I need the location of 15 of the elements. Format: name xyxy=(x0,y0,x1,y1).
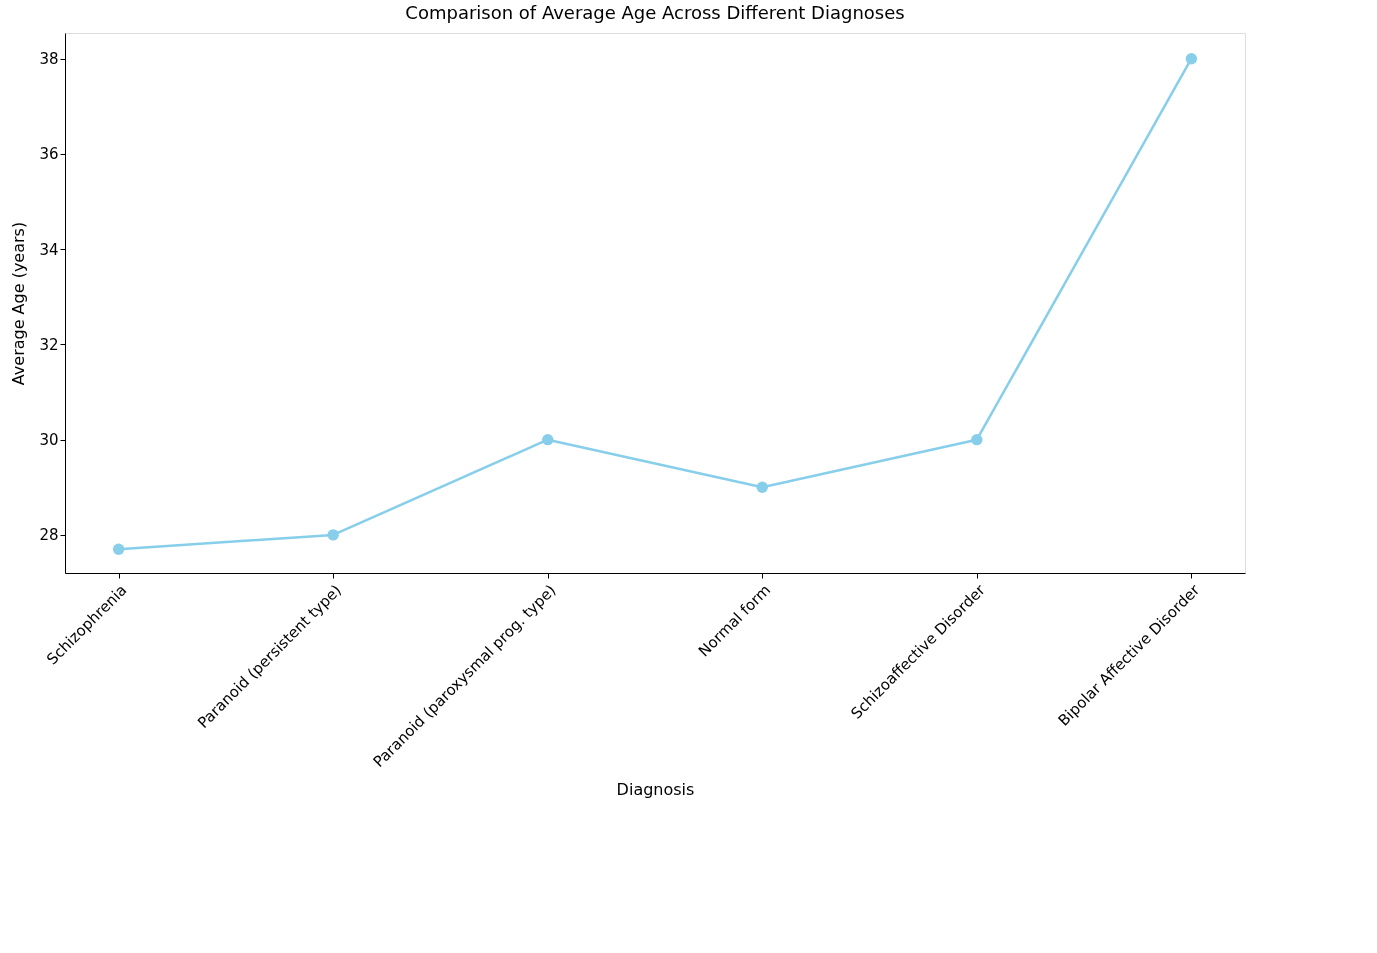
point xyxy=(112,543,125,555)
point xyxy=(1185,53,1198,65)
y-tick-label: 28 xyxy=(39,526,59,545)
point xyxy=(327,529,339,541)
point xyxy=(756,481,768,493)
x-axis-title: Diagnosis xyxy=(616,780,695,800)
y-tick-label: 32 xyxy=(39,335,59,354)
point xyxy=(542,433,554,446)
point xyxy=(971,433,983,446)
y-tick-label: 30 xyxy=(39,431,59,450)
y-axis-title: Average Age (years) xyxy=(9,221,29,386)
y-tick-label: 34 xyxy=(39,240,59,259)
y-tick-label: 36 xyxy=(39,145,59,164)
chart-title: Comparison of Average Age Across Different Diagnoses xyxy=(405,2,905,23)
y-tick-label: 38 xyxy=(39,50,59,69)
